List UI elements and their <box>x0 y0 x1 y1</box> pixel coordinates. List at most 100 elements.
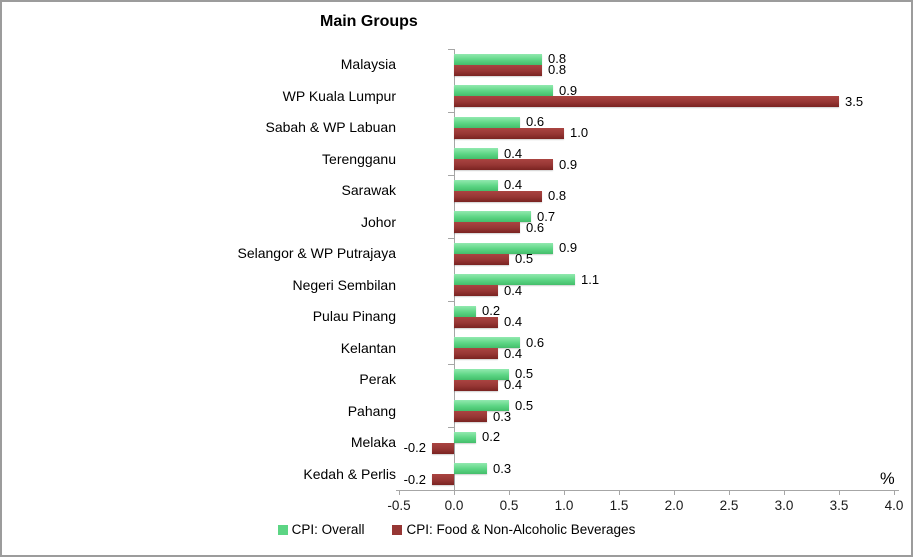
value-label-cpi-overall: 0.8 <box>548 51 567 67</box>
category-axis-line <box>454 49 455 490</box>
value-axis-tick-label: 1.0 <box>554 498 574 513</box>
bar-cpi-overall <box>454 116 520 128</box>
bar-cpi-food <box>454 348 498 360</box>
bar-cpi-overall <box>454 148 498 160</box>
value-label-cpi-overall: 0.5 <box>515 397 534 413</box>
bar-cpi-overall <box>454 431 476 443</box>
bar-cpi-overall <box>454 242 553 254</box>
legend-label-cpi-overall: CPI: Overall <box>291 522 365 537</box>
bar-cpi-food <box>454 64 542 76</box>
bar-cpi-food <box>454 222 520 234</box>
legend-swatch-cpi-food <box>392 524 403 535</box>
bar-cpi-food <box>454 379 498 391</box>
category-label: Pahang <box>347 402 396 419</box>
bar-cpi-overall <box>454 211 531 223</box>
bar-cpi-overall <box>454 368 509 380</box>
value-label-cpi-overall: 0.5 <box>515 366 534 382</box>
category-label: Negeri Sembilan <box>292 276 397 293</box>
category-axis-tick <box>448 238 454 239</box>
bar-cpi-food <box>454 190 542 202</box>
value-axis-tick <box>619 490 620 495</box>
bar-cpi-overall <box>454 274 575 286</box>
category-axis-tick <box>448 490 454 491</box>
value-label-cpi-overall: 0.2 <box>482 303 501 319</box>
category-label: Selangor & WP Putrajaya <box>237 245 397 261</box>
category-axis-tick <box>448 364 454 365</box>
category-label: Kelantan <box>340 339 396 356</box>
bar-cpi-overall <box>454 337 520 349</box>
bar-cpi-overall <box>454 463 487 475</box>
bar-cpi-food <box>432 474 454 486</box>
category-axis-tick <box>448 175 454 176</box>
value-axis-tick <box>894 490 895 495</box>
value-label-cpi-overall: 0.4 <box>504 177 523 193</box>
value-axis-tick <box>839 490 840 495</box>
value-label-cpi-food: 3.5 <box>845 93 864 109</box>
value-label-cpi-overall: 0.2 <box>482 429 501 445</box>
value-axis-tick-label: 3.0 <box>774 498 794 513</box>
value-label-cpi-food: 0.6 <box>526 219 545 235</box>
value-label-cpi-food: 0.8 <box>548 188 567 204</box>
bar-cpi-food <box>454 316 498 328</box>
value-axis-tick <box>784 490 785 495</box>
bar-cpi-overall <box>454 53 542 65</box>
value-axis-tick-label: 3.5 <box>829 498 849 513</box>
value-axis-line <box>396 490 899 491</box>
value-label-cpi-food: 0.4 <box>504 282 523 298</box>
value-label-cpi-food: -0.2 <box>403 440 426 456</box>
value-label-cpi-food: 0.3 <box>493 408 512 424</box>
value-label-cpi-overall: 0.3 <box>493 460 512 476</box>
category-axis-tick <box>448 427 454 428</box>
category-axis-tick <box>448 49 454 50</box>
bar-cpi-food <box>454 96 839 108</box>
category-label: Johor <box>360 213 396 230</box>
value-label-cpi-overall: 0.6 <box>526 114 545 130</box>
value-label-cpi-overall: 0.9 <box>559 82 578 98</box>
value-axis-tick-label: 2.0 <box>664 498 684 513</box>
bar-cpi-food <box>454 411 487 423</box>
category-label: Terengganu <box>322 150 396 167</box>
bar-cpi-food <box>432 442 454 454</box>
value-label-cpi-overall: 0.6 <box>526 334 545 350</box>
category-label: Sabah & WP Labuan <box>265 119 396 135</box>
value-axis-tick <box>564 490 565 495</box>
value-label-cpi-food: 0.9 <box>559 156 578 172</box>
chart-title: Main Groups <box>320 13 418 30</box>
bar-cpi-overall <box>454 400 509 412</box>
category-axis-tick <box>448 112 454 113</box>
value-axis-tick-label: 1.5 <box>609 498 629 513</box>
bar-cpi-overall <box>454 305 476 317</box>
value-axis-tick-label: 4.0 <box>884 498 904 513</box>
value-axis-tick-label: 0.0 <box>444 498 464 513</box>
value-label-cpi-overall: 1.1 <box>581 271 600 287</box>
category-label: Pulau Pinang <box>312 308 396 324</box>
category-label: Kedah & Perlis <box>303 465 396 482</box>
bar-cpi-food <box>454 285 498 297</box>
bar-cpi-food <box>454 253 509 265</box>
value-axis-tick-label: 0.5 <box>499 498 519 513</box>
category-label: WP Kuala Lumpur <box>282 87 396 104</box>
value-label-cpi-food: 0.8 <box>548 62 567 78</box>
value-axis-unit-label: % <box>880 470 895 488</box>
category-label: Melaka <box>350 434 396 450</box>
value-label-cpi-food: 0.4 <box>504 377 523 393</box>
bar-cpi-food <box>454 127 564 139</box>
legend-item-cpi-food: CPI: Food & Non-Alcoholic Beverages <box>392 522 635 537</box>
value-label-cpi-food: 1.0 <box>570 125 589 141</box>
legend-item-cpi-overall: CPI: Overall <box>277 522 365 537</box>
value-axis-tick <box>674 490 675 495</box>
value-label-cpi-food: 0.4 <box>504 314 523 330</box>
value-label-cpi-overall: 0.7 <box>537 208 556 224</box>
value-label-cpi-overall: 0.9 <box>559 240 578 256</box>
bar-cpi-overall <box>454 179 498 191</box>
value-label-cpi-food: 0.5 <box>515 251 534 267</box>
legend: CPI: Overall CPI: Food & Non-Alcoholic B… <box>2 522 911 537</box>
value-label-cpi-food: 0.4 <box>504 345 523 361</box>
value-axis-tick-label: -0.5 <box>387 498 411 513</box>
legend-swatch-cpi-overall <box>277 524 288 535</box>
category-label: Malaysia <box>340 56 396 72</box>
value-axis-tick <box>454 490 455 495</box>
legend-label-cpi-food: CPI: Food & Non-Alcoholic Beverages <box>406 522 636 537</box>
